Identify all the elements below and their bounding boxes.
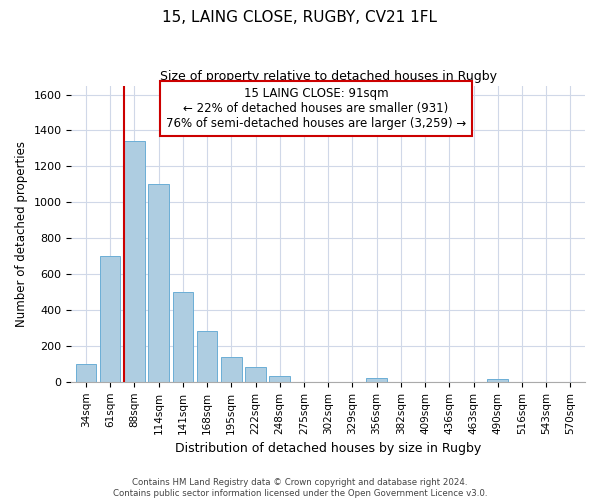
Bar [100, 256, 121, 382]
Bar [197, 330, 217, 382]
Bar [221, 356, 242, 382]
Bar [487, 379, 508, 382]
Text: 15 LAING CLOSE: 91sqm
← 22% of detached houses are smaller (931)
76% of semi-det: 15 LAING CLOSE: 91sqm ← 22% of detached … [166, 88, 466, 130]
X-axis label: Distribution of detached houses by size in Rugby: Distribution of detached houses by size … [175, 442, 481, 455]
Text: Contains HM Land Registry data © Crown copyright and database right 2024.
Contai: Contains HM Land Registry data © Crown c… [113, 478, 487, 498]
Text: 15, LAING CLOSE, RUGBY, CV21 1FL: 15, LAING CLOSE, RUGBY, CV21 1FL [163, 10, 437, 25]
Bar [245, 368, 266, 382]
Bar [173, 292, 193, 382]
Title: Size of property relative to detached houses in Rugby: Size of property relative to detached ho… [160, 70, 497, 83]
Bar [269, 376, 290, 382]
Bar [367, 378, 387, 382]
Bar [124, 141, 145, 382]
Bar [76, 364, 96, 382]
Bar [148, 184, 169, 382]
Y-axis label: Number of detached properties: Number of detached properties [15, 140, 28, 326]
